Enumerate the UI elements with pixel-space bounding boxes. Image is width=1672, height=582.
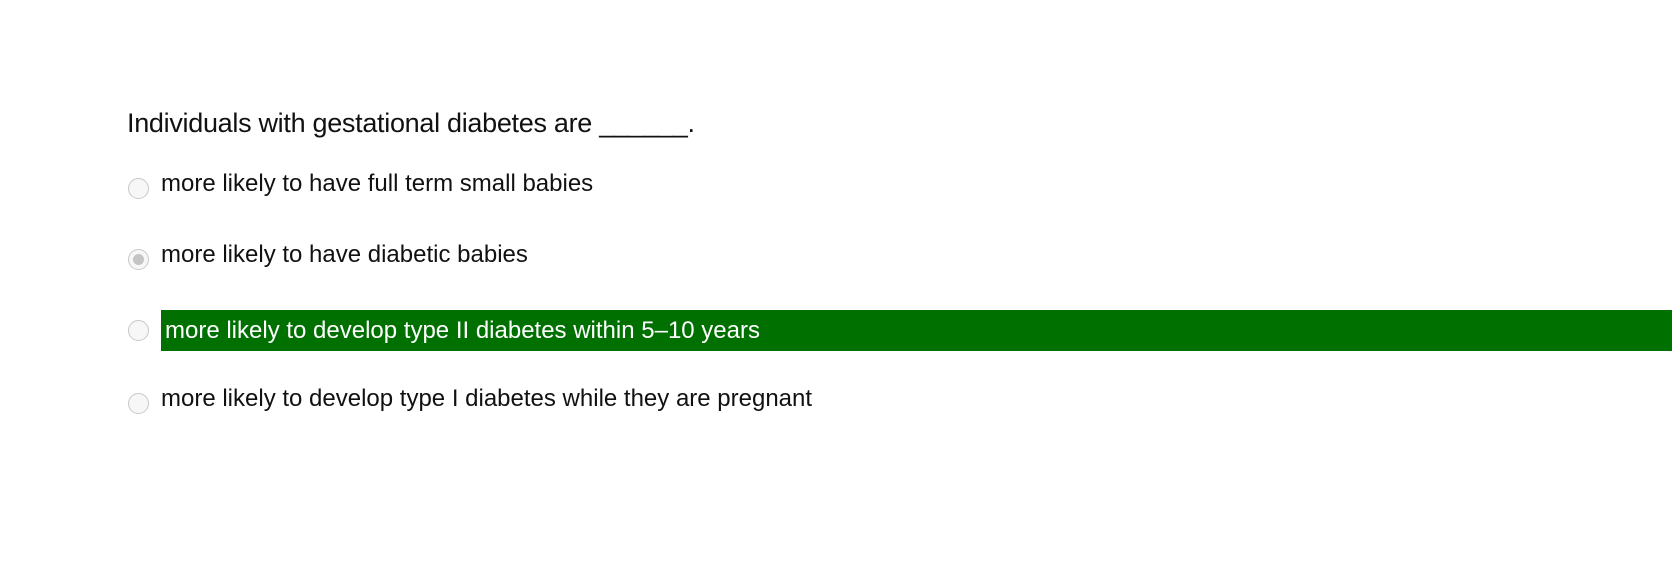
option-label[interactable]: more likely to develop type I diabetes w…	[161, 385, 813, 412]
question-text: Individuals with gestational diabetes ar…	[127, 108, 695, 138]
radio-button[interactable]	[128, 320, 149, 341]
option-2[interactable]: more likely to have diabetic babies	[0, 241, 1672, 281]
option-3-correct[interactable]: more likely to develop type II diabetes …	[0, 310, 1672, 351]
radio-button[interactable]	[128, 178, 149, 199]
option-label-correct-highlight[interactable]: more likely to develop type II diabetes …	[161, 310, 1672, 351]
radio-button[interactable]	[128, 393, 149, 414]
option-1[interactable]: more likely to have full term small babi…	[0, 170, 1672, 210]
option-4[interactable]: more likely to develop type I diabetes w…	[0, 385, 1672, 425]
option-label[interactable]: more likely to have diabetic babies	[161, 241, 528, 268]
option-label[interactable]: more likely to have full term small babi…	[161, 170, 594, 197]
radio-button-selected[interactable]	[128, 249, 149, 270]
